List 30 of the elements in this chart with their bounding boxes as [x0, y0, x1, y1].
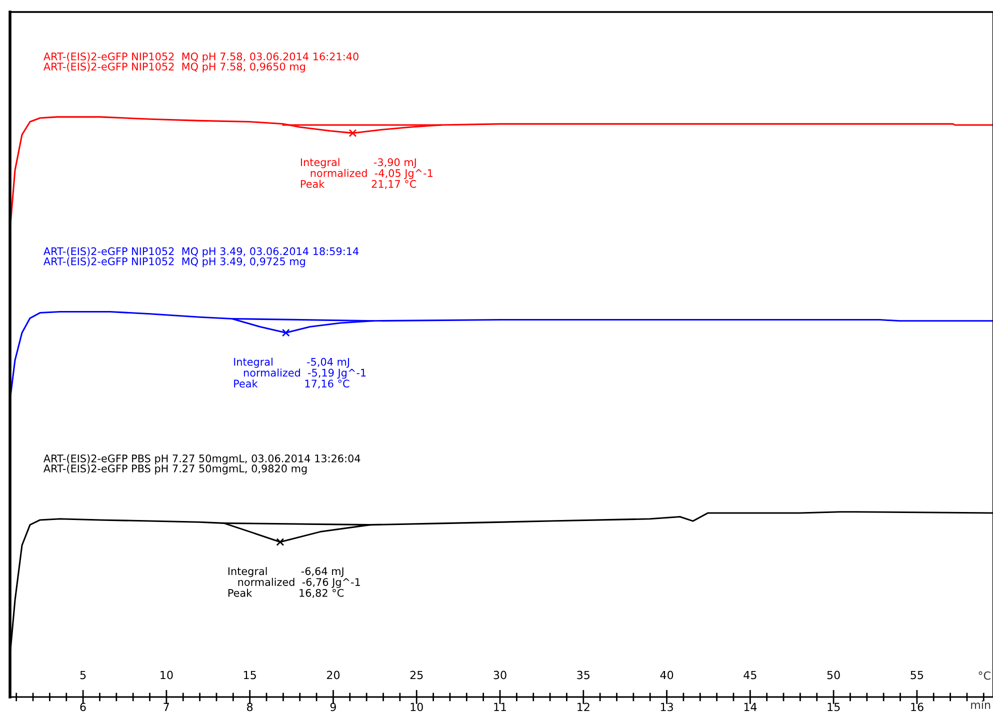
x-tick-label: 15: [244, 670, 256, 680]
x-tick-label: 55: [910, 670, 924, 680]
x-tick-label: 30: [494, 670, 506, 680]
x2-tick-label: 11: [494, 702, 506, 711]
x-tick-label: 45: [744, 670, 756, 680]
x-tick-label: 50: [827, 670, 840, 680]
x-tick-label: 40: [660, 670, 674, 680]
annotation: Integral -3,90 mJ normalized -4,05 Jg^-1 Peak 21,17 °C: [300, 158, 432, 189]
x-tick-label: 35: [577, 670, 590, 680]
annotation: Integral -6,64 mJ normalized -6,76 Jg^-1 Peak 16,82 °C: [228, 567, 360, 598]
x-tick-label: 10: [160, 670, 173, 680]
x2-tick-label: 9: [330, 702, 336, 712]
x2-tick-label: 8: [247, 702, 253, 712]
x2-tick-label: 13: [660, 702, 673, 712]
x-tick-label: 25: [410, 670, 423, 680]
text: ART-(EIS)2-eGFP NIP1052 MQ pH 3.49, 03.06.2014 18:59:14 ART-(EIS)2-eGFP NIP1052 MQ pH 3.49, 0,9725 mg: [44, 247, 359, 268]
x2-axis-title: min: [971, 700, 990, 709]
x2-tick-label: 16: [911, 702, 924, 712]
x-tick-label: 5: [80, 670, 86, 680]
x2-tick-label: 12: [578, 702, 590, 711]
x-axis-title: °C: [978, 671, 990, 680]
x2-tick-label: 7: [164, 702, 169, 711]
text: ART-(EIS)2-eGFP NIP1052 MQ pH 7.58, 03.06.2014 16:21:40 ART-(EIS)2-eGFP NIP1052 MQ pH 7.58, 0,9650 mg: [44, 52, 358, 72]
x2-tick-label: 15: [828, 702, 840, 712]
annotation: Integral -5,04 mJ normalized -5,19 Jg^-1 Peak 17,16 °C: [234, 358, 366, 389]
x2-tick-label: 6: [80, 702, 86, 712]
text: ART-(EIS)2-eGFP PBS pH 7.27 50mgmL, 03.06.2014 13:26:04 ART-(EIS)2-eGFP PBS pH 7.27 50mgmL, 0,9820 mg: [44, 454, 360, 474]
x2-tick-label: 10: [410, 702, 423, 712]
x2-tick-label: 14: [744, 702, 757, 711]
x-tick-label: 20: [326, 670, 340, 680]
